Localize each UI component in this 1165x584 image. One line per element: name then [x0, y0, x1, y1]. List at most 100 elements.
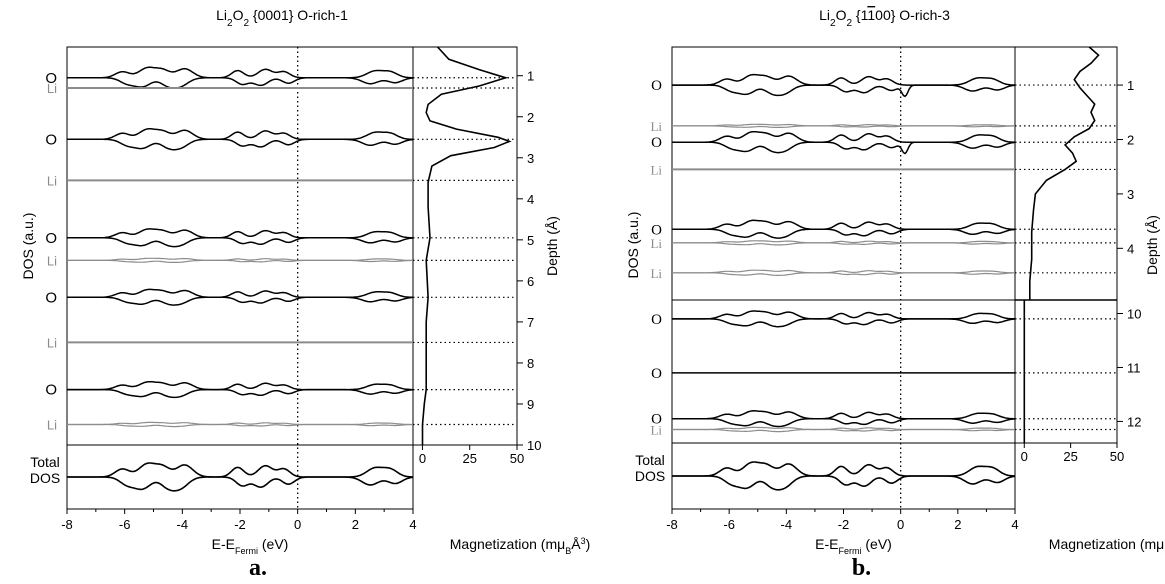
layer-label-li: Li [47, 81, 57, 96]
layer-dos-curve [67, 288, 414, 299]
dos-frame [671, 46, 1016, 444]
layer-label-li: Li [650, 236, 662, 251]
layer-label-o: O [651, 135, 662, 151]
layer-dos-curve [67, 138, 414, 151]
x-tick-label: -6 [119, 517, 131, 532]
depth-tick-label: 6 [527, 274, 534, 289]
x-tick-label: 4 [1011, 517, 1018, 532]
layer-label-o: O [45, 230, 57, 247]
layer-dos-curve [67, 388, 414, 399]
layer-dos-curve [67, 296, 414, 306]
depth-tick-label: 3 [1127, 187, 1134, 202]
layer-label-li: Li [650, 162, 662, 177]
layer-label-o: O [45, 382, 57, 399]
layer-label-o: O [651, 78, 662, 94]
layer-dos-curve [67, 380, 413, 391]
magnetization-axis-label: Magnetization (mμB/Å3) [1049, 536, 1165, 556]
layer-dos-curve [67, 237, 414, 248]
mag-x-tick-label: 25 [462, 451, 476, 466]
x-tick-label: -4 [177, 517, 189, 532]
layer-label-o: O [651, 412, 662, 428]
layer-dos-curve [672, 310, 1016, 320]
magnetization-profile [1029, 46, 1100, 300]
x-axis-label: E-EFermi (eV) [212, 536, 289, 556]
layer-label-o: O [651, 222, 662, 238]
layer-dos-curve [672, 228, 1016, 239]
depth-tick-label: 9 [527, 397, 534, 412]
mag-x-tick-label: 0 [419, 451, 426, 466]
depth-tick-label: 2 [527, 110, 534, 125]
total-dos-curve [672, 475, 1016, 491]
depth-tick-label: 1 [1127, 78, 1134, 93]
depth-tick-label: 7 [527, 315, 534, 330]
layer-dos-curve [672, 219, 1015, 231]
panel-a: Li2O2 {0001} O-rich-1 -8 -6 -4 -2 0 2 4 E-EFermi… [20, 7, 590, 581]
magnetization-axis-label: Magnetization (mμBÅ3) [450, 536, 591, 556]
depth-tick-label: 2 [1127, 132, 1134, 147]
layer-label-o: O [651, 366, 662, 382]
depth-tick-label: 11 [1127, 360, 1141, 375]
x-tick-label: -2 [234, 517, 246, 532]
layer-dos-curve [672, 240, 1015, 244]
chart-title: Li2O2 {0001} O-rich-1 [216, 7, 348, 29]
layer-dos-curve [672, 242, 1015, 246]
mag-x-tick-label: 50 [510, 451, 524, 466]
layer-label-o: O [45, 70, 57, 87]
panel-letter: a. [249, 555, 267, 581]
x-tick-label: -8 [666, 517, 678, 532]
layer-label-li: Li [650, 266, 662, 281]
layer-label-o: O [45, 289, 57, 306]
total-dos-curve [67, 476, 414, 492]
depth-tick-label: 10 [527, 438, 541, 453]
layer-dos-curve [672, 428, 1015, 433]
layer-dos-curve [67, 77, 414, 89]
depth-axis-label: Depth (Å) [544, 216, 560, 276]
x-tick-label: 0 [294, 517, 301, 532]
layer-label-li: Li [47, 417, 57, 432]
layer-dos-curve [672, 141, 1016, 155]
depth-tick-label: 10 [1127, 306, 1141, 321]
layer-label-o: O [651, 312, 662, 328]
layer-dos-curve [67, 259, 413, 263]
y-axis-label: DOS (a.u.) [20, 213, 36, 280]
x-tick-label: 2 [352, 517, 359, 532]
chart-title: Li2O2 {1100} O-rich-3 [819, 7, 950, 29]
x-tick-label: 2 [954, 517, 961, 532]
total-dos-curve [67, 462, 413, 478]
depth-tick-label: 1 [527, 69, 534, 84]
layer-dos-curve [672, 73, 1015, 86]
layer-dos-curve [67, 228, 414, 239]
layer-dos-curve [672, 269, 1015, 274]
x-tick-label: -6 [723, 517, 735, 532]
depth-axis-label: Depth (Å) [1144, 215, 1160, 275]
mag-x-tick-label: 25 [1063, 449, 1077, 464]
depth-tick-label: 4 [1127, 241, 1134, 256]
layer-dos-curve [67, 257, 414, 261]
x-axis-label: E-EFermi (eV) [815, 536, 892, 556]
total-dos-frame [671, 442, 1016, 510]
depth-tick-label: 3 [527, 151, 534, 166]
layer-label-li: Li [650, 423, 662, 438]
total-dos-label: DOS [30, 470, 60, 486]
layer-label-o: O [45, 131, 57, 148]
layer-label-li: Li [650, 119, 662, 134]
x-tick-label: -4 [781, 517, 793, 532]
layer-dos-curve [672, 272, 1016, 276]
depth-tick-label: 5 [527, 233, 534, 248]
total-dos-frame [66, 444, 414, 510]
magnetization-frame [1014, 46, 1118, 444]
total-dos-label: DOS [635, 468, 665, 484]
layer-dos-curve [672, 417, 1016, 428]
layer-dos-curve [67, 421, 413, 426]
depth-tick-label: 12 [1127, 414, 1141, 429]
layer-dos-curve [672, 84, 1016, 98]
mag-x-tick-label: 50 [1110, 449, 1124, 464]
layer-label-li: Li [47, 173, 57, 188]
magnetization-profile [421, 46, 512, 445]
magnetization-frame [412, 46, 518, 446]
layer-dos-curve [672, 123, 1015, 127]
x-tick-label: -8 [61, 517, 73, 532]
total-dos-label: Total [30, 454, 60, 470]
layer-label-li: Li [47, 335, 57, 350]
